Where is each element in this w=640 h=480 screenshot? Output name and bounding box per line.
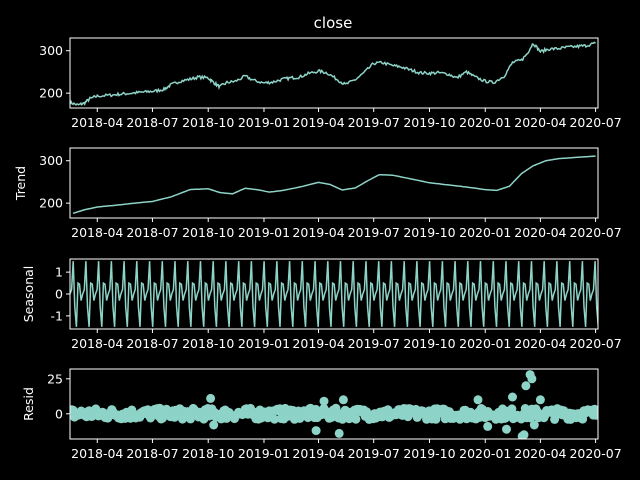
x-tick-label: 2018-10 [182, 225, 234, 240]
resid-point [507, 404, 517, 414]
x-tick-label: 2020-01 [459, 446, 511, 461]
resid-outlier-point [519, 430, 529, 439]
resid-outlier-point [483, 421, 493, 431]
panel-frame [69, 147, 599, 219]
resid-point [351, 414, 361, 424]
plot-area-trend [72, 155, 596, 215]
x-tick-label: 2018-04 [71, 446, 123, 461]
x-tick-label: 2019-07 [348, 115, 400, 130]
x-tick-label: 2018-07 [126, 115, 178, 130]
resid-outlier-point [338, 395, 348, 405]
series-line-trend [72, 155, 596, 215]
panel-resid: 0 25 2018-04 2018-07 2018-10 2019-01 2019-04 20… [21, 368, 622, 461]
y-tick-label: 0 [55, 287, 63, 302]
resid-outlier-point [508, 392, 517, 402]
x-tick-label: 2019-10 [403, 446, 455, 461]
resid-outlier-point [529, 420, 539, 430]
series-line-observed [70, 41, 596, 106]
y-axis-label: Trend [13, 166, 28, 201]
x-tick-label: 2019-01 [238, 225, 290, 240]
x-tick-label: 2020-04 [514, 115, 566, 130]
resid-point [591, 410, 598, 420]
panel-seasonal: -1 0 1 2018-04 2018-07 2018-10 2019-01 2019-04 2… [21, 258, 622, 351]
x-tick-label: 2019-01 [238, 446, 290, 461]
x-tick-label: 2019-04 [292, 115, 344, 130]
x-tick-label: 2018-07 [126, 336, 178, 351]
x-tick-label: 2018-10 [182, 446, 234, 461]
x-tick-label: 2019-01 [238, 115, 290, 130]
x-tick-label: 2020-07 [569, 225, 621, 240]
x-tick-label: 2020-04 [514, 225, 566, 240]
x-tick-label: 2020-07 [569, 446, 621, 461]
x-tick-label: 2018-07 [126, 446, 178, 461]
x-tick-label: 2019-07 [348, 446, 400, 461]
resid-outlier-point [502, 424, 511, 434]
y-tick-label: -1 [51, 308, 63, 323]
resid-outlier-point [527, 374, 537, 384]
x-tick-label: 2020-01 [459, 336, 511, 351]
y-tick-label: 300 [39, 153, 63, 168]
plot-area-observed [70, 41, 596, 106]
x-tick-label: 2018-10 [182, 336, 234, 351]
x-tick-label: 2020-01 [459, 225, 511, 240]
x-tick-label: 2019-01 [238, 336, 290, 351]
y-tick-label: 200 [39, 86, 63, 101]
resid-outlier-point [209, 420, 219, 430]
x-tick-label: 2018-04 [71, 336, 123, 351]
resid-outlier-point [473, 395, 483, 405]
resid-outlier-point [334, 428, 344, 438]
x-tick-label: 2019-04 [292, 225, 344, 240]
series-line-seasonal [70, 261, 598, 327]
resid-outlier-point [311, 426, 321, 436]
panel-frame [69, 368, 599, 440]
x-tick-label: 2018-04 [71, 225, 123, 240]
x-tick-label: 2019-07 [348, 225, 400, 240]
resid-outlier-point [535, 395, 545, 405]
x-tick-label: 2020-04 [514, 336, 566, 351]
y-tick-label: 0 [55, 406, 63, 421]
y-axis-label: Resid [21, 387, 36, 421]
resid-point [186, 414, 195, 424]
panel-frame [69, 37, 599, 109]
x-tick-label: 2018-04 [71, 115, 123, 130]
x-tick-label: 2020-07 [569, 336, 621, 351]
resid-point [270, 414, 279, 424]
chart-title: close [314, 14, 353, 32]
x-tick-label: 2019-10 [403, 225, 455, 240]
x-tick-label: 2019-04 [292, 446, 344, 461]
resid-outlier-point [319, 396, 329, 406]
plot-area-seasonal [70, 261, 598, 327]
y-tick-label: 25 [47, 371, 63, 386]
y-tick-label: 1 [55, 265, 63, 280]
y-tick-label: 200 [39, 196, 63, 211]
x-tick-label: 2020-01 [459, 115, 511, 130]
x-tick-label: 2018-07 [126, 225, 178, 240]
x-tick-label: 2018-10 [182, 115, 234, 130]
y-axis-label: Seasonal [21, 266, 36, 323]
x-tick-label: 2019-07 [348, 336, 400, 351]
x-tick-label: 2020-04 [514, 446, 566, 461]
y-tick-label: 300 [39, 43, 63, 58]
resid-outlier-point [206, 393, 216, 403]
x-tick-label: 2020-07 [569, 115, 621, 130]
plot-area-resid [70, 370, 598, 439]
x-tick-label: 2019-10 [403, 115, 455, 130]
resid-outlier-point [521, 381, 531, 391]
x-tick-label: 2019-04 [292, 336, 344, 351]
x-tick-label: 2019-10 [403, 336, 455, 351]
